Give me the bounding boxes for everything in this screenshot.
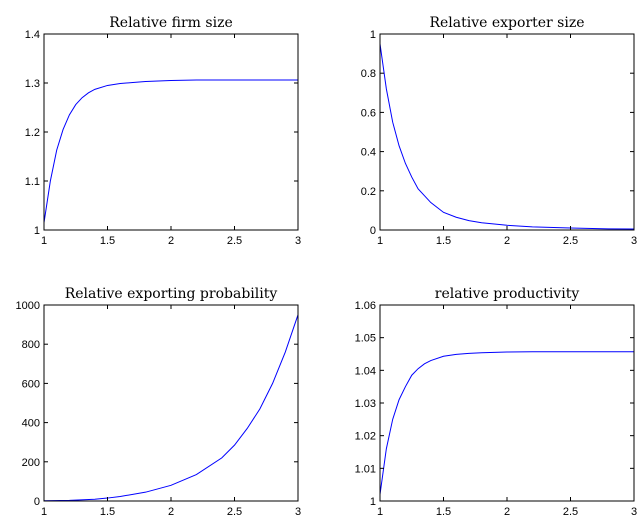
y-tick-label: 1	[370, 29, 376, 41]
y-tick-label: 1.02	[355, 431, 376, 443]
y-tick-label: 1.4	[25, 29, 40, 41]
chart-title: relative productivity	[435, 286, 580, 302]
x-tick-label: 3	[631, 235, 637, 247]
x-tick-label: 1	[377, 506, 383, 518]
y-tick-label: 0.8	[361, 68, 376, 80]
x-tick-label: 2.5	[563, 235, 578, 247]
x-tick-label: 1.5	[436, 235, 451, 247]
chart-panel-4: 1 1.5 2 2.5 3 1 1.01 1.02 1.03 1.04 1.05 1.06 relati…	[355, 286, 637, 518]
y-tick-label: 0.6	[361, 107, 376, 119]
x-tick-label: 2.5	[227, 235, 242, 247]
y-tick-label: 1.04	[355, 365, 376, 377]
x-tick-label: 1.5	[100, 506, 115, 518]
series-line-3-1	[43, 314, 299, 502]
axes-frame	[379, 33, 635, 231]
x-tick-label: 2.5	[563, 506, 578, 518]
y-tick-label: 0.2	[361, 186, 376, 198]
y-tick-label: 1	[370, 496, 376, 508]
series-line-4-1	[379, 351, 634, 495]
series-line-1-1	[43, 79, 298, 223]
chart-panel-2: 1 1.5 2 2.5 3 0 0.2 0.4 0.6 0.8 1 Relative exporter…	[361, 15, 637, 247]
x-tick-label: 3	[295, 506, 301, 518]
axes-frame	[43, 33, 299, 231]
y-tick-label: 800	[22, 339, 40, 351]
x-tick-label: 1.5	[100, 235, 115, 247]
chart-panel-1: 1 1.5 2 2.5 3 1 1.1 1.2 1.3 1.4 Relative firm size	[25, 15, 301, 247]
y-tick-label: 400	[22, 418, 40, 430]
x-tick-label: 2.5	[227, 506, 242, 518]
axes-frame	[379, 304, 635, 502]
y-tick-label: 200	[22, 457, 40, 469]
y-tick-label: 1.05	[355, 333, 376, 345]
y-tick-label: 1.01	[355, 463, 376, 475]
y-tick-label: 1.3	[25, 78, 40, 90]
x-tick-label: 3	[631, 506, 637, 518]
x-tick-label: 1	[41, 235, 47, 247]
y-tick-label: 0	[370, 225, 376, 237]
y-tick-label: 600	[22, 378, 40, 390]
y-tick-label: 1.03	[355, 398, 376, 410]
x-tick-label: 3	[295, 235, 301, 247]
x-tick-label: 2	[504, 235, 510, 247]
y-tick-label: 0	[34, 496, 40, 508]
chart-title: Relative exporter size	[429, 15, 584, 31]
y-tick-label: 1.1	[25, 176, 40, 188]
y-tick-label: 1.2	[25, 127, 40, 139]
x-tick-label: 1.5	[436, 506, 451, 518]
chart-title: Relative exporting probability	[65, 286, 278, 302]
x-tick-label: 1	[377, 235, 383, 247]
x-tick-label: 2	[168, 235, 174, 247]
y-tick-label: 1000	[16, 300, 40, 312]
series-line-2-1	[379, 43, 635, 230]
y-tick-label: 0.4	[361, 147, 376, 159]
x-tick-label: 2	[504, 506, 510, 518]
x-tick-label: 1	[41, 506, 47, 518]
chart-title: Relative firm size	[109, 15, 232, 31]
chart-panel-3: 1 1.5 2 2.5 3 0 200 400 600 800 1000 Relative expor…	[16, 286, 302, 518]
axes-frame	[43, 304, 299, 502]
y-tick-label: 1	[34, 225, 40, 237]
y-tick-label: 1.06	[355, 300, 376, 312]
x-tick-label: 2	[168, 506, 174, 518]
